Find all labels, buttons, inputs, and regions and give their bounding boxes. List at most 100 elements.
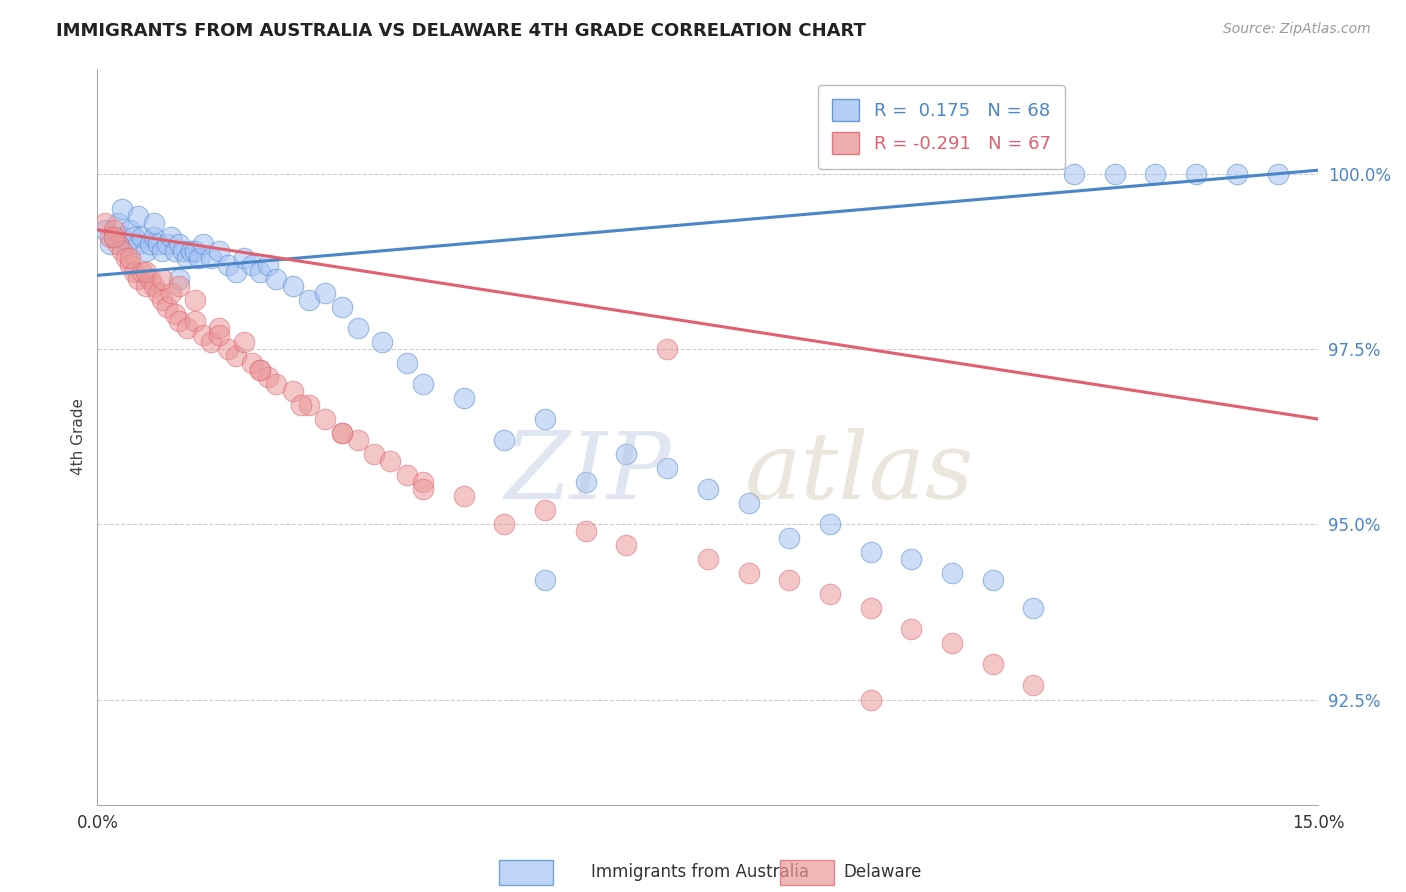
Point: [257, 258, 280, 272]
Point: [346, 321, 368, 335]
Point: [103, 223, 125, 237]
Text: atlas: atlas: [744, 428, 974, 518]
Point: [534, 574, 557, 588]
Point: [859, 692, 882, 706]
Point: [494, 517, 516, 532]
Point: [859, 545, 882, 559]
Point: [115, 251, 138, 265]
Point: [412, 377, 434, 392]
Point: [155, 236, 177, 251]
Point: [217, 342, 239, 356]
Text: IMMIGRANTS FROM AUSTRALIA VS DELAWARE 4TH GRADE CORRELATION CHART: IMMIGRANTS FROM AUSTRALIA VS DELAWARE 4T…: [56, 22, 866, 40]
Point: [266, 272, 288, 286]
Text: ZIP: ZIP: [505, 428, 671, 518]
Y-axis label: 4th Grade: 4th Grade: [72, 398, 86, 475]
Point: [107, 236, 129, 251]
Point: [118, 251, 141, 265]
Point: [1267, 167, 1289, 181]
Point: [371, 334, 394, 349]
Point: [281, 384, 304, 398]
Point: [172, 244, 194, 258]
Point: [818, 587, 841, 601]
Point: [155, 300, 177, 314]
Point: [122, 265, 145, 279]
Point: [143, 278, 166, 293]
Point: [118, 223, 141, 237]
Point: [135, 278, 157, 293]
Point: [111, 244, 134, 258]
Point: [981, 657, 1004, 672]
Text: Immigrants from Australia: Immigrants from Australia: [591, 863, 808, 881]
Point: [412, 482, 434, 496]
Point: [148, 285, 170, 300]
Point: [127, 236, 149, 251]
Point: [139, 236, 162, 251]
Point: [1022, 601, 1045, 615]
Point: [696, 482, 718, 496]
Point: [1226, 167, 1249, 181]
Point: [184, 314, 207, 328]
Point: [737, 496, 759, 510]
Point: [232, 251, 254, 265]
Point: [298, 293, 321, 307]
Point: [103, 229, 125, 244]
Point: [575, 475, 598, 490]
Point: [208, 321, 231, 335]
Point: [363, 447, 385, 461]
Point: [314, 412, 336, 426]
Point: [111, 229, 134, 244]
Point: [249, 363, 271, 377]
Point: [208, 327, 231, 342]
Point: [281, 278, 304, 293]
Point: [163, 307, 186, 321]
Point: [655, 342, 678, 356]
Point: [298, 398, 321, 412]
Point: [395, 356, 418, 370]
Point: [453, 489, 475, 503]
Point: [118, 258, 141, 272]
Point: [314, 285, 336, 300]
Point: [249, 265, 271, 279]
Point: [191, 327, 214, 342]
Point: [127, 272, 149, 286]
Point: [395, 468, 418, 483]
Point: [249, 363, 271, 377]
Point: [143, 229, 166, 244]
Point: [167, 278, 190, 293]
Point: [98, 229, 121, 244]
Text: Delaware: Delaware: [844, 863, 922, 881]
Point: [94, 223, 117, 237]
Point: [152, 244, 174, 258]
Point: [655, 461, 678, 475]
Point: [127, 209, 149, 223]
Text: Source: ZipAtlas.com: Source: ZipAtlas.com: [1223, 22, 1371, 37]
Point: [575, 524, 598, 539]
Point: [184, 244, 207, 258]
Point: [131, 265, 153, 279]
Point: [225, 349, 247, 363]
Point: [859, 601, 882, 615]
Point: [494, 433, 516, 447]
Point: [163, 244, 186, 258]
Point: [131, 229, 153, 244]
Point: [98, 236, 121, 251]
Point: [941, 636, 963, 650]
Point: [941, 566, 963, 581]
Point: [152, 293, 174, 307]
Point: [330, 426, 353, 441]
Point: [616, 447, 638, 461]
Point: [167, 272, 190, 286]
Point: [191, 236, 214, 251]
Point: [111, 202, 134, 216]
Point: [900, 552, 922, 566]
Point: [148, 236, 170, 251]
Point: [1185, 167, 1208, 181]
Legend: R =  0.175   N = 68, R = -0.291   N = 67: R = 0.175 N = 68, R = -0.291 N = 67: [818, 85, 1066, 169]
Point: [737, 566, 759, 581]
Point: [184, 293, 207, 307]
Point: [818, 517, 841, 532]
Point: [412, 475, 434, 490]
Point: [167, 236, 190, 251]
Point: [139, 272, 162, 286]
Point: [103, 229, 125, 244]
